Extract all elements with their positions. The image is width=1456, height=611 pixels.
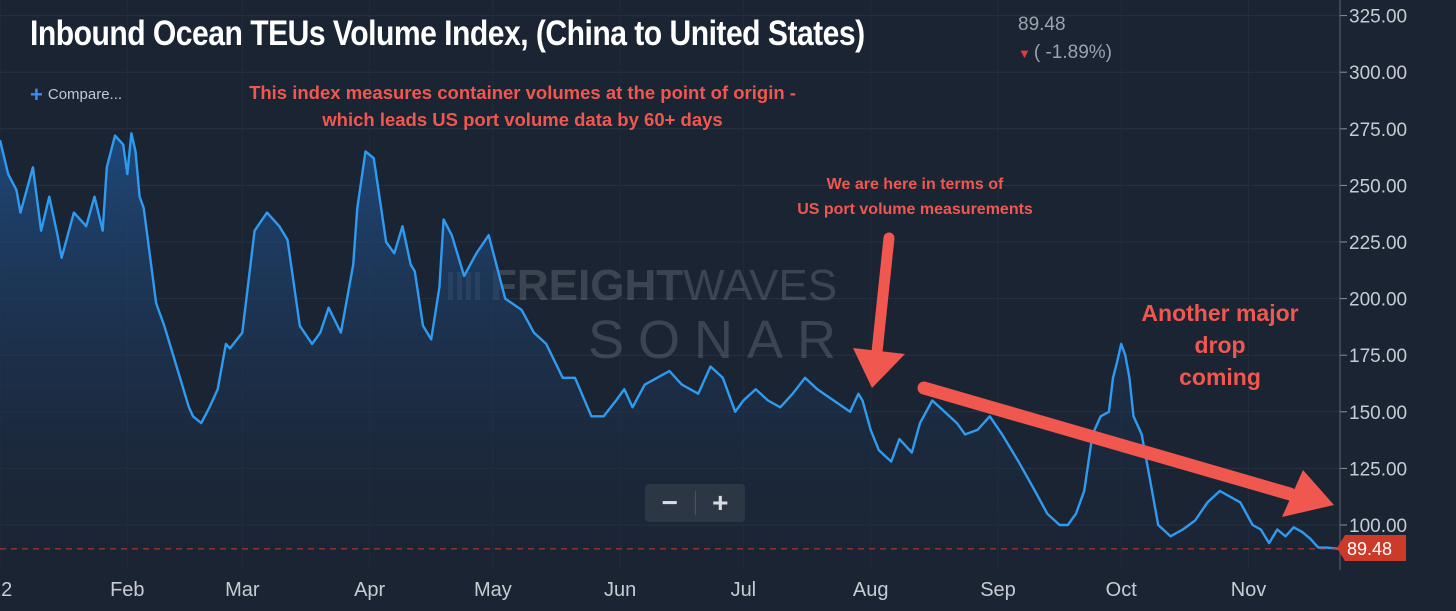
x-tick-label: May (474, 579, 512, 601)
x-tick-label: Aug (853, 579, 889, 601)
drop-annotation-line-3: coming (1179, 364, 1261, 390)
drop-annotation: Another major drop coming (1125, 297, 1315, 393)
header-last-value: 89.48 (1018, 14, 1066, 35)
here-annotation-line-1: We are here in terms of (826, 176, 1004, 193)
arrow-diagonal-icon (917, 381, 1334, 517)
y-tick-label: 125.00 (1349, 459, 1407, 480)
x-tick-label: Feb (110, 579, 144, 601)
zoom-control: − + (645, 484, 745, 522)
x-tick-label: Jul (731, 579, 757, 601)
header-change: ▼( -1.89%) (1018, 42, 1112, 64)
origin-annotation: This index measures container volumes at… (205, 79, 840, 133)
y-tick-label: 100.00 (1349, 516, 1407, 537)
origin-annotation-line-2: which leads US port volume data by 60+ d… (322, 109, 723, 130)
change-text: ( -1.89%) (1033, 42, 1113, 63)
y-tick-label: 175.00 (1349, 346, 1407, 367)
watermark-sonar: SONAR (588, 310, 850, 370)
compare-label: Compare... (47, 86, 123, 103)
last-value-badge-text: 89.48 (1347, 539, 1392, 559)
freightwaves-sonar-watermark: FREIGHTWAVES SONAR (448, 261, 850, 370)
y-tick-label: 200.00 (1349, 290, 1407, 311)
plus-icon: + (30, 82, 43, 107)
annotation-arrows (853, 232, 1334, 517)
axes: 325.00 300.00 275.00 250.00 225.00 200.00 175.… (0, 0, 1407, 601)
x-tick-label: Sep (980, 579, 1016, 601)
chart-title: Inbound Ocean TEUs Volume Index, (China … (30, 14, 865, 53)
y-tick-label: 275.00 (1349, 120, 1407, 141)
watermark-light: WAVES (683, 261, 837, 310)
drop-annotation-line-1: Another major (1141, 300, 1299, 326)
zoom-in-button[interactable]: + (712, 487, 729, 518)
y-tick-label: 250.00 (1349, 176, 1407, 197)
compare-button[interactable]: + Compare... (30, 82, 122, 108)
svg-text:FREIGHTWAVES: FREIGHTWAVES (490, 261, 837, 310)
drop-annotation-line-2: drop (1194, 332, 1246, 358)
here-annotation: We are here in terms of US port volume m… (770, 172, 1060, 222)
zoom-out-button[interactable]: − (661, 487, 678, 518)
y-tick-label: 150.00 (1349, 403, 1407, 424)
x-tick-label: Nov (1231, 579, 1267, 601)
origin-annotation-line-1: This index measures container volumes at… (249, 82, 796, 103)
y-tick-label: 300.00 (1349, 63, 1407, 84)
area-fill (0, 133, 1339, 571)
here-annotation-line-2: US port volume measurements (797, 201, 1033, 218)
last-value-badge: 89.48 (1337, 535, 1406, 561)
x-tick-label: Apr (354, 579, 385, 601)
series-line (0, 132, 1340, 550)
y-tick-label: 325.00 (1349, 7, 1407, 28)
x-tick-label: Oct (1106, 579, 1138, 601)
down-arrow-icon: ▼ (1018, 46, 1031, 61)
x-tick-label: Jun (604, 579, 636, 601)
watermark-bold: FREIGHT (490, 261, 683, 310)
arrow-down-icon (853, 232, 905, 388)
x-tick-label: Mar (225, 579, 260, 601)
y-tick-label: 225.00 (1349, 233, 1407, 254)
zoom-divider (694, 491, 696, 515)
x-tick-label: 22 (0, 579, 12, 601)
